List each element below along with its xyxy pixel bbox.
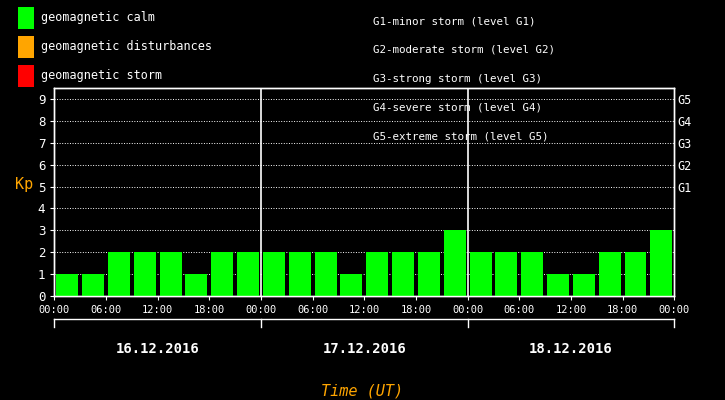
- Bar: [599, 252, 621, 296]
- Bar: [82, 274, 104, 296]
- Text: geomagnetic storm: geomagnetic storm: [41, 69, 162, 82]
- Bar: [289, 252, 311, 296]
- Bar: [495, 252, 518, 296]
- Bar: [211, 252, 233, 296]
- Bar: [57, 274, 78, 296]
- Bar: [186, 274, 207, 296]
- Bar: [521, 252, 543, 296]
- Text: geomagnetic disturbances: geomagnetic disturbances: [41, 40, 212, 53]
- Bar: [470, 252, 492, 296]
- Bar: [237, 252, 259, 296]
- Text: G2-moderate storm (level G2): G2-moderate storm (level G2): [373, 45, 555, 55]
- Bar: [573, 274, 594, 296]
- Text: 18.12.2016: 18.12.2016: [529, 342, 613, 356]
- Bar: [263, 252, 285, 296]
- Text: 16.12.2016: 16.12.2016: [116, 342, 199, 356]
- Bar: [341, 274, 362, 296]
- Text: geomagnetic calm: geomagnetic calm: [41, 12, 155, 24]
- Bar: [160, 252, 181, 296]
- Bar: [547, 274, 569, 296]
- Bar: [315, 252, 336, 296]
- Text: G3-strong storm (level G3): G3-strong storm (level G3): [373, 74, 542, 84]
- Bar: [392, 252, 414, 296]
- Bar: [108, 252, 130, 296]
- Bar: [624, 252, 647, 296]
- Bar: [650, 230, 672, 296]
- Bar: [366, 252, 388, 296]
- Bar: [134, 252, 156, 296]
- Text: Time (UT): Time (UT): [321, 383, 404, 398]
- Bar: [444, 230, 465, 296]
- Text: G5-extreme storm (level G5): G5-extreme storm (level G5): [373, 131, 549, 141]
- Text: G1-minor storm (level G1): G1-minor storm (level G1): [373, 16, 536, 26]
- Y-axis label: Kp: Kp: [14, 177, 33, 192]
- Bar: [418, 252, 440, 296]
- Text: 17.12.2016: 17.12.2016: [323, 342, 406, 356]
- Text: G4-severe storm (level G4): G4-severe storm (level G4): [373, 102, 542, 112]
